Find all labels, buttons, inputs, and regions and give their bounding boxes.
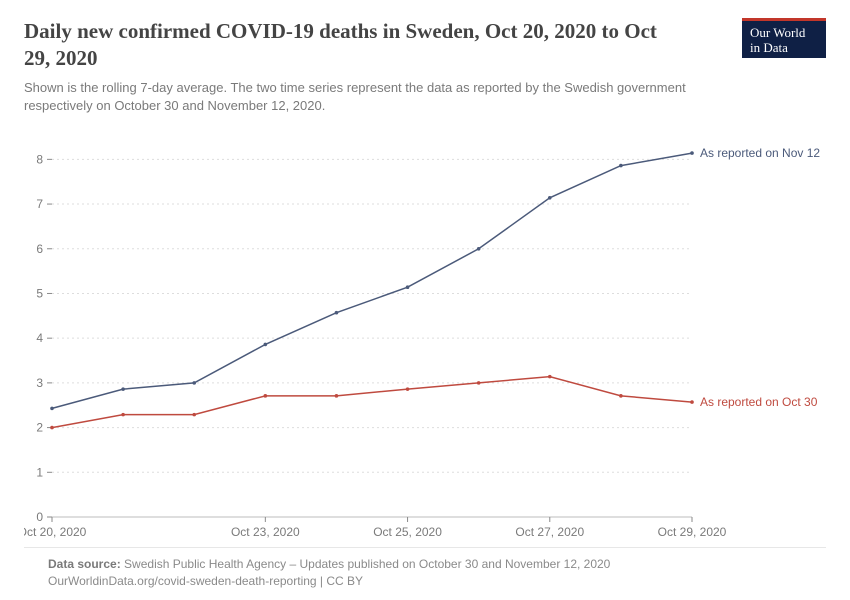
logo-line2: in Data [750, 41, 818, 56]
series-marker-oct30 [192, 413, 196, 417]
series-marker-nov12 [690, 151, 694, 155]
series-marker-oct30 [690, 400, 694, 404]
series-marker-oct30 [121, 413, 125, 417]
ytick-label: 6 [36, 242, 43, 256]
header: Daily new confirmed COVID-19 deaths in S… [0, 0, 850, 123]
page-subtitle: Shown is the rolling 7-day average. The … [24, 79, 704, 115]
ytick-label: 3 [36, 376, 43, 390]
logo-line1: Our World [750, 26, 818, 41]
chart-area: 0 1 2 3 4 5 6 7 8 Oct 20, 2020 Oct 23, 2020 Oct 25,… [24, 127, 826, 547]
xtick-label: Oct 20, 2020 [24, 525, 87, 539]
series-marker-nov12 [264, 343, 268, 347]
series-marker-oct30 [548, 375, 552, 379]
xtick-label: Oct 23, 2020 [231, 525, 300, 539]
series-marker-oct30 [335, 394, 339, 398]
series-label-oct30: As reported on Oct 30 [700, 395, 818, 409]
series-marker-nov12 [548, 196, 552, 200]
ytick-label: 0 [36, 510, 43, 524]
footer: Data source: Swedish Public Health Agenc… [24, 547, 826, 590]
series-marker-oct30 [264, 394, 268, 398]
series-marker-nov12 [121, 387, 125, 391]
page-title: Daily new confirmed COVID-19 deaths in S… [24, 18, 664, 73]
xtick-label: Oct 29, 2020 [658, 525, 727, 539]
series-marker-nov12 [50, 407, 54, 411]
series-marker-nov12 [192, 381, 196, 385]
ytick-label: 8 [36, 152, 43, 166]
series-marker-oct30 [619, 394, 623, 398]
series-marker-nov12 [619, 164, 623, 168]
series-line-oct30 [52, 377, 692, 428]
ytick-label: 5 [36, 286, 43, 300]
series-line-nov12 [52, 153, 692, 408]
owid-logo: Our World in Data [742, 18, 826, 58]
footer-link: OurWorldinData.org/covid-sweden-death-re… [48, 573, 802, 590]
series-marker-oct30 [406, 387, 410, 391]
series-marker-oct30 [477, 381, 481, 385]
xtick-label: Oct 27, 2020 [515, 525, 584, 539]
series-marker-nov12 [477, 247, 481, 251]
series-marker-oct30 [50, 426, 54, 430]
source-text: Swedish Public Health Agency – Updates p… [124, 557, 610, 571]
ytick-label: 1 [36, 465, 43, 479]
series-marker-nov12 [406, 285, 410, 289]
ytick-label: 4 [36, 331, 43, 345]
series-label-nov12: As reported on Nov 12 [700, 146, 820, 160]
ytick-label: 7 [36, 197, 43, 211]
ytick-label: 2 [36, 421, 43, 435]
xtick-label: Oct 25, 2020 [373, 525, 442, 539]
source-label: Data source: [48, 557, 121, 571]
footer-source: Data source: Swedish Public Health Agenc… [48, 556, 802, 573]
series-marker-nov12 [335, 311, 339, 315]
line-chart: 0 1 2 3 4 5 6 7 8 Oct 20, 2020 Oct 23, 2020 Oct 25,… [24, 127, 826, 547]
